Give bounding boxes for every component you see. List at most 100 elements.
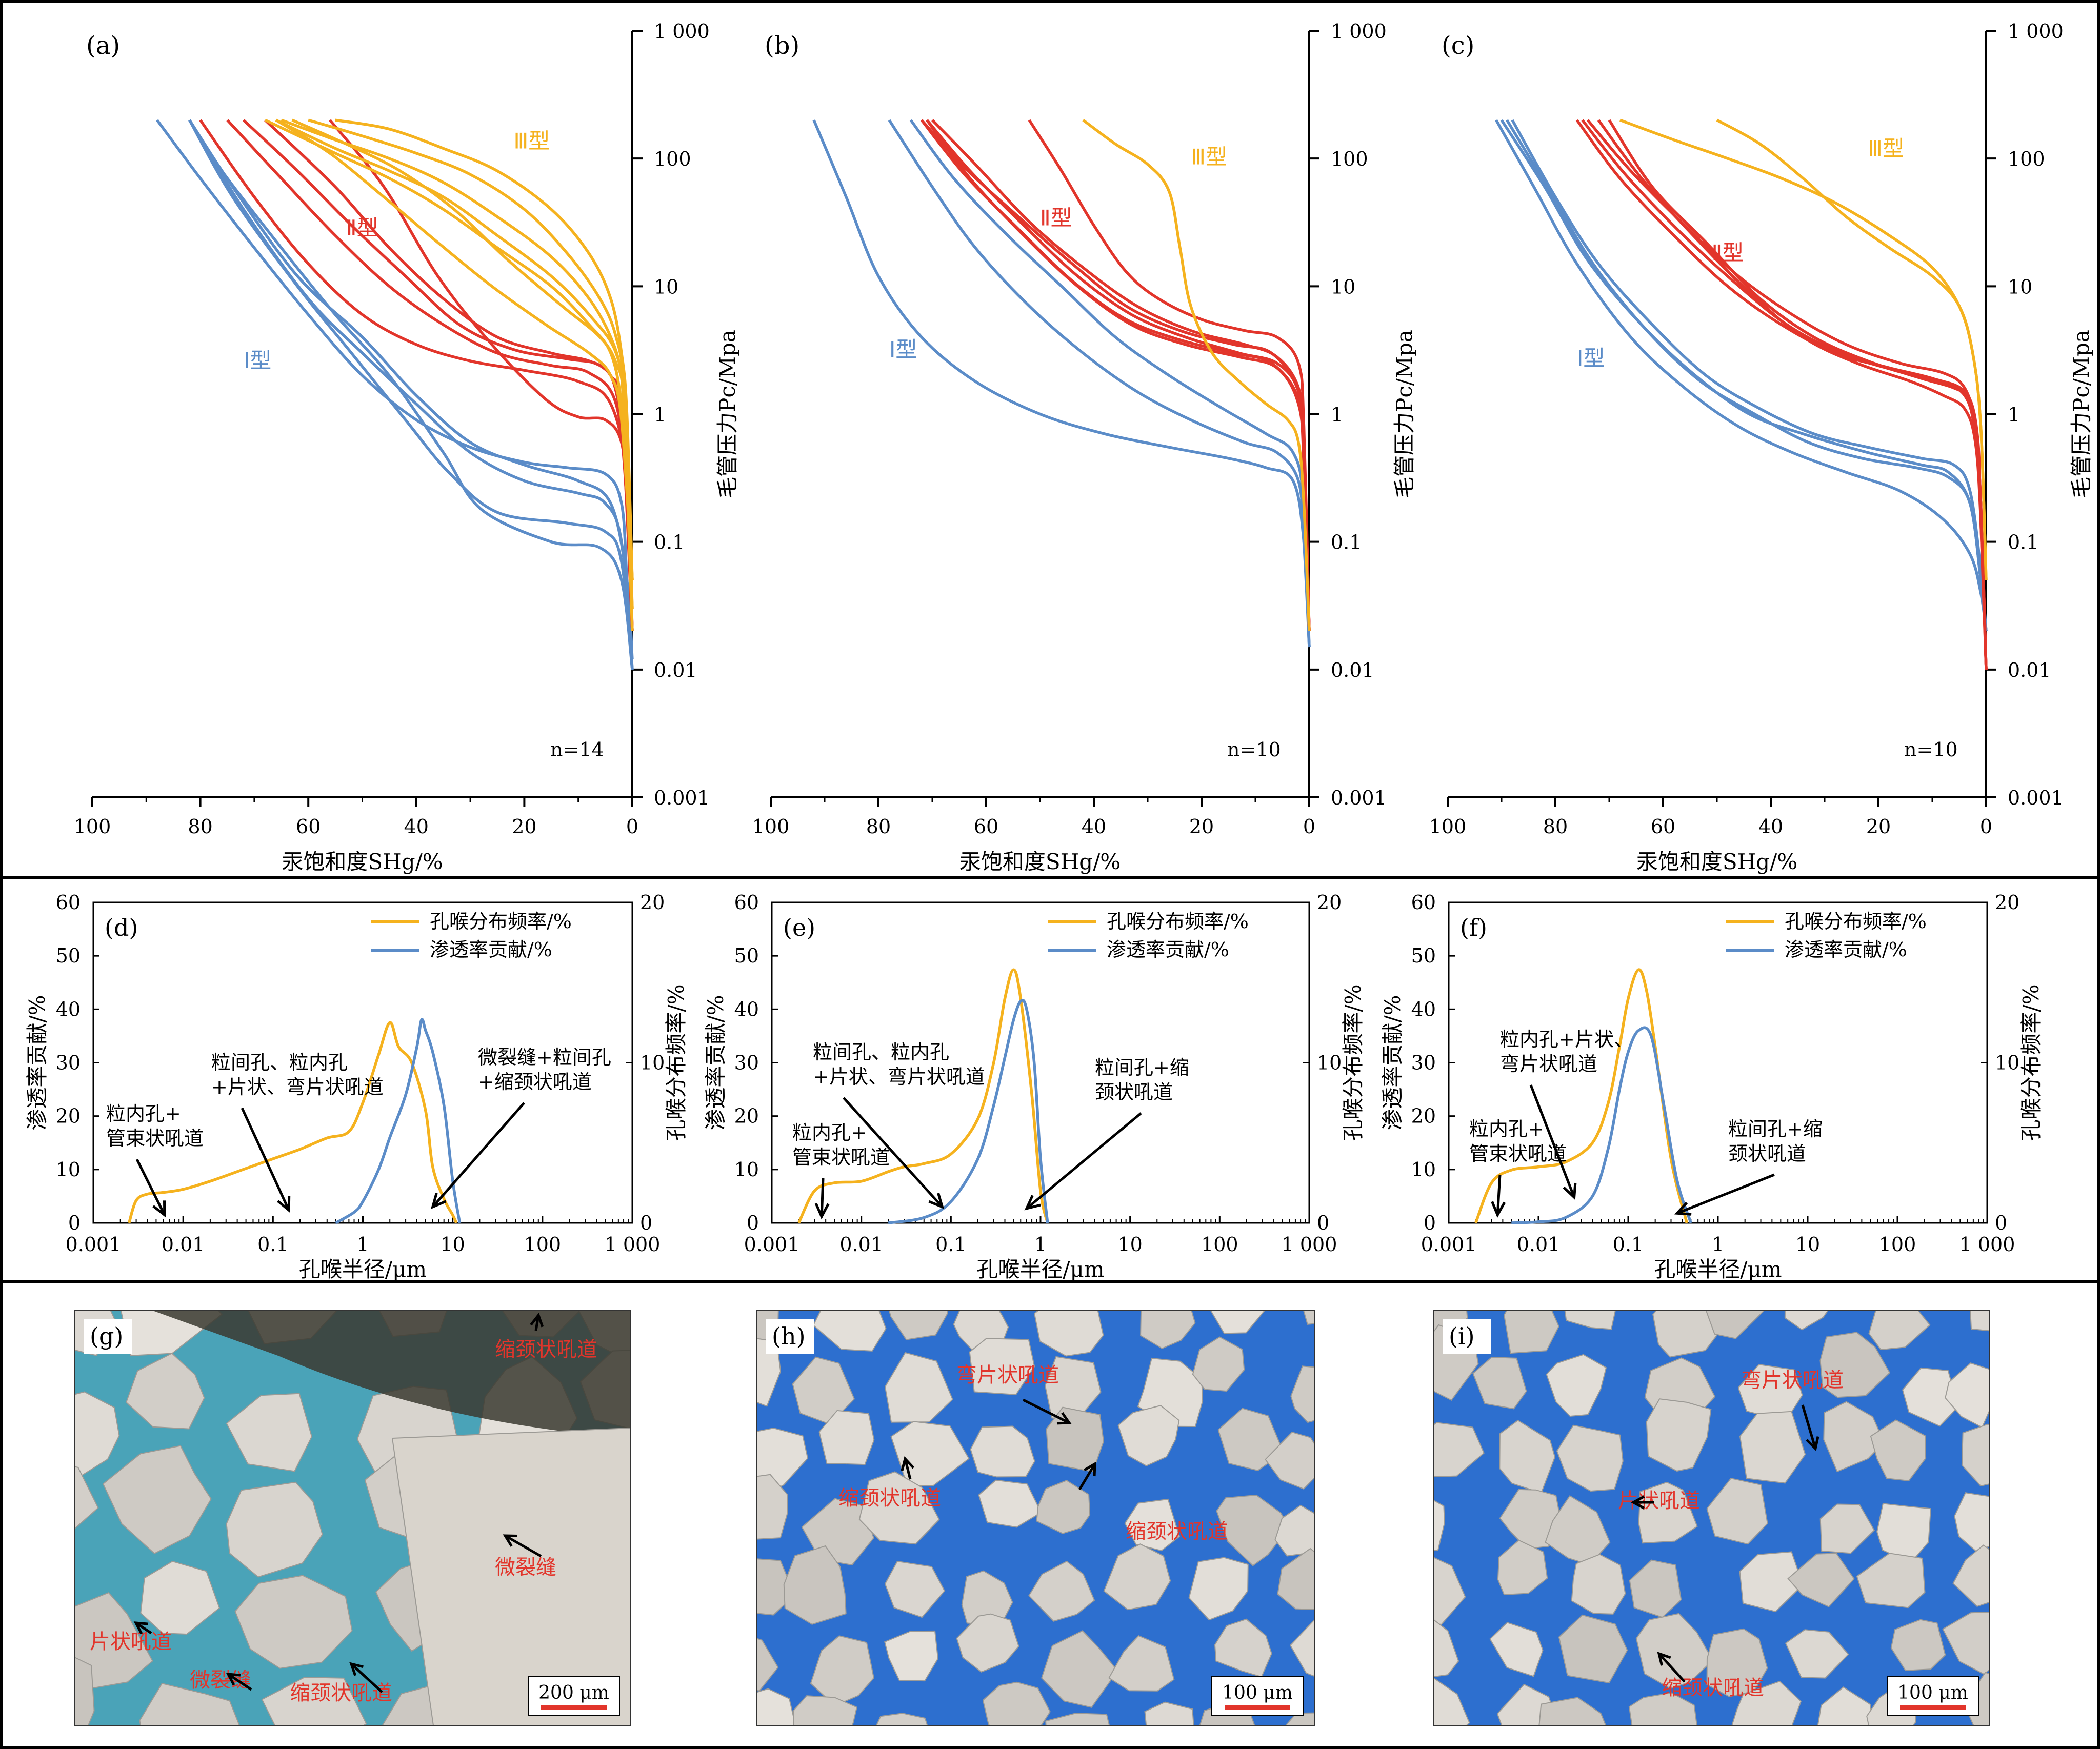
y-tick-label: 100 — [1331, 148, 1368, 170]
mineral-grain — [1103, 1543, 1171, 1611]
y-left-tick-label: 10 — [56, 1158, 81, 1181]
mineral-grain — [783, 1545, 847, 1625]
scale-bar-text: 100 μm — [1897, 1682, 1968, 1703]
y-right-tick-label: 20 — [640, 891, 665, 914]
y-left-tick-label: 0 — [68, 1212, 81, 1234]
annotation-arrow — [1026, 1112, 1142, 1210]
y-tick-label: 10 — [654, 275, 678, 298]
mineral-grain — [1433, 1619, 1459, 1678]
x-axis-label: 孔喉半径/μm — [299, 1257, 427, 1282]
mineral-grain — [102, 1445, 212, 1554]
x-tick-label: 0 — [626, 815, 638, 838]
photo-label: 缩颈状吼道 — [1126, 1520, 1228, 1543]
y-left-axis-label: 渗透率贡献/% — [25, 995, 50, 1130]
annotation-arrow — [820, 1178, 825, 1217]
mineral-grain — [890, 1421, 970, 1486]
mineral-grain — [1216, 1494, 1290, 1566]
mineral-grain — [884, 1630, 939, 1682]
y-left-axis-label: 渗透率贡献/% — [703, 995, 728, 1130]
mineral-grain — [1041, 1630, 1118, 1708]
y-right-tick-label: 20 — [1317, 891, 1342, 914]
mineral-grain — [261, 1677, 367, 1725]
x-axis-label: 孔喉半径/μm — [976, 1257, 1104, 1282]
x-axis-label: 汞饱和度SHg/% — [1636, 849, 1797, 874]
annotation-text: 颈状吼道 — [1728, 1142, 1806, 1165]
mineral-grain — [1144, 1701, 1194, 1725]
capillary-chart-c: 100 80 60 40 20 0 0.001 0.01 0.1 1 10 100 1 000 汞饱和度S… — [1429, 20, 2094, 874]
panel-label: (i) — [1449, 1322, 1475, 1350]
y-left-tick-label: 40 — [1411, 998, 1436, 1020]
x-tick-label: 0.001 — [744, 1233, 800, 1256]
series-line — [1511, 1026, 1692, 1224]
mineral-grain — [1902, 1367, 1959, 1427]
mineral-grain — [812, 1310, 887, 1352]
annotation-arrow — [1496, 1174, 1502, 1215]
panel-label: (d) — [105, 914, 138, 941]
photo-arrow — [350, 1663, 383, 1693]
type-label: Ⅲ型 — [1191, 145, 1227, 170]
x-tick-label: 1 — [1034, 1233, 1047, 1256]
mineral-grain — [1739, 1551, 1804, 1613]
mineral-grain — [1819, 1503, 1875, 1554]
x-tick-label: 60 — [1651, 815, 1675, 838]
panel-label-box — [766, 1319, 814, 1354]
mineral-grain — [1497, 1539, 1548, 1595]
annotation-arrowhead — [1674, 1201, 1692, 1216]
mineral-grain — [756, 1638, 779, 1692]
y-right-tick-label: 0 — [1995, 1212, 2007, 1234]
mineral-grain — [970, 1425, 1035, 1478]
x-tick-label: 20 — [1866, 815, 1891, 838]
mineral-grain — [1856, 1553, 1926, 1609]
annotation-text: 粒内孔+片状、 — [1500, 1028, 1633, 1051]
x-tick-label: 10 — [440, 1233, 465, 1256]
mineral-grain — [139, 1683, 240, 1725]
y-left-tick-label: 30 — [734, 1052, 759, 1074]
mineral-grain — [1868, 1310, 1931, 1351]
mineral-grain — [1739, 1411, 1806, 1484]
x-tick-label: 0.01 — [1517, 1233, 1561, 1256]
panel-label: (a) — [86, 31, 120, 60]
series-line — [128, 1021, 458, 1224]
mineral-grain — [74, 1391, 120, 1481]
annotation-text: 微裂缝+粒间孔 — [478, 1046, 611, 1069]
mineral-grain — [1954, 1492, 1990, 1552]
y-right-tick-label: 0 — [1317, 1212, 1329, 1234]
photo-arrowhead — [133, 1621, 149, 1635]
type-label: Ⅱ型 — [1712, 240, 1744, 265]
mineral-grain — [1945, 1362, 1990, 1429]
annotation-arrow — [1676, 1173, 1775, 1215]
x-tick-label: 0 — [1303, 815, 1315, 838]
curve-I — [888, 119, 1311, 648]
mineral-grain — [1217, 1408, 1285, 1471]
mineral-grain — [1489, 1622, 1544, 1677]
distribution-chart-f: 0.001 0.01 0.1 1 10 100 1 00001020304050600102… — [1380, 891, 2044, 1282]
mineral-grain — [1303, 1310, 1314, 1325]
y-left-tick-label: 20 — [1411, 1105, 1436, 1128]
mineral-grain — [982, 1681, 1051, 1725]
mineral-grain — [1289, 1619, 1314, 1677]
photo-arrowhead — [226, 1673, 241, 1686]
scale-bar-text: 100 μm — [1222, 1682, 1293, 1703]
annotation-arrowhead — [277, 1195, 291, 1213]
y-axis-label: 毛管压力Pc/Mpa — [1392, 330, 1417, 498]
mineral-grain — [1277, 1547, 1314, 1610]
y-left-tick-label: 50 — [734, 944, 759, 967]
type-label: Ⅰ型 — [1577, 346, 1605, 371]
annotation-arrow — [1529, 1084, 1575, 1198]
panel-label: (h) — [772, 1322, 806, 1350]
curve-II — [1581, 119, 1988, 670]
x-tick-label: 0.001 — [1421, 1233, 1477, 1256]
legend-label: 渗透率贡献/% — [430, 938, 552, 961]
mineral-grain — [1124, 1498, 1181, 1552]
mineral-grain — [1499, 1489, 1563, 1550]
mineral-grain — [1290, 1365, 1314, 1423]
photo-arrow — [904, 1458, 912, 1480]
y-axis-label: 毛管压力Pc/Mpa — [715, 330, 740, 498]
y-right-tick-label: 10 — [1317, 1052, 1342, 1074]
y-tick-label: 1 — [654, 404, 666, 426]
y-tick-label: 0.001 — [654, 787, 710, 809]
mineral-grain — [1433, 1499, 1445, 1551]
annotation-arrowhead — [814, 1202, 830, 1220]
mineral-grain — [1028, 1560, 1095, 1622]
